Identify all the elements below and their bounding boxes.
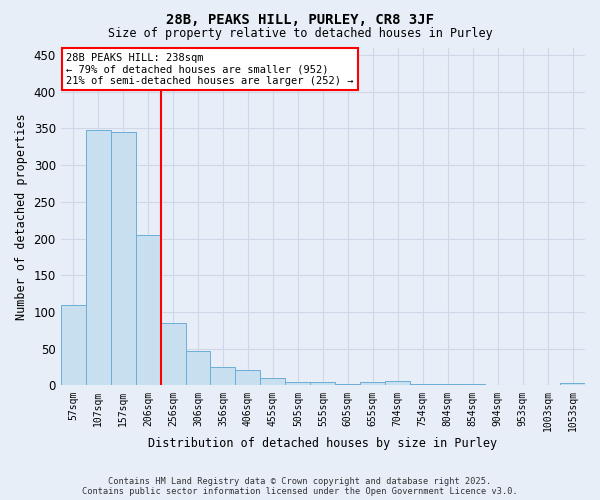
- Bar: [286, 382, 310, 386]
- Bar: [211, 367, 235, 386]
- Bar: [385, 381, 410, 386]
- Bar: [410, 384, 435, 386]
- Bar: [110, 132, 136, 386]
- Text: Size of property relative to detached houses in Purley: Size of property relative to detached ho…: [107, 28, 493, 40]
- Bar: [185, 351, 211, 386]
- Bar: [485, 384, 510, 386]
- Bar: [460, 384, 485, 386]
- Bar: [161, 323, 185, 386]
- X-axis label: Distribution of detached houses by size in Purley: Distribution of detached houses by size …: [148, 437, 497, 450]
- Bar: [335, 384, 360, 386]
- Bar: [435, 384, 460, 386]
- Text: 28B, PEAKS HILL, PURLEY, CR8 3JF: 28B, PEAKS HILL, PURLEY, CR8 3JF: [166, 12, 434, 26]
- Bar: [360, 382, 385, 386]
- Bar: [61, 304, 86, 386]
- Bar: [310, 382, 335, 386]
- Text: Contains HM Land Registry data © Crown copyright and database right 2025.
Contai: Contains HM Land Registry data © Crown c…: [82, 476, 518, 496]
- Bar: [510, 384, 535, 386]
- Bar: [86, 130, 110, 386]
- Bar: [535, 384, 560, 386]
- Text: 28B PEAKS HILL: 238sqm
← 79% of detached houses are smaller (952)
21% of semi-de: 28B PEAKS HILL: 238sqm ← 79% of detached…: [66, 52, 353, 86]
- Bar: [560, 382, 585, 386]
- Y-axis label: Number of detached properties: Number of detached properties: [15, 113, 28, 320]
- Bar: [235, 370, 260, 386]
- Bar: [136, 235, 161, 386]
- Bar: [260, 378, 286, 386]
